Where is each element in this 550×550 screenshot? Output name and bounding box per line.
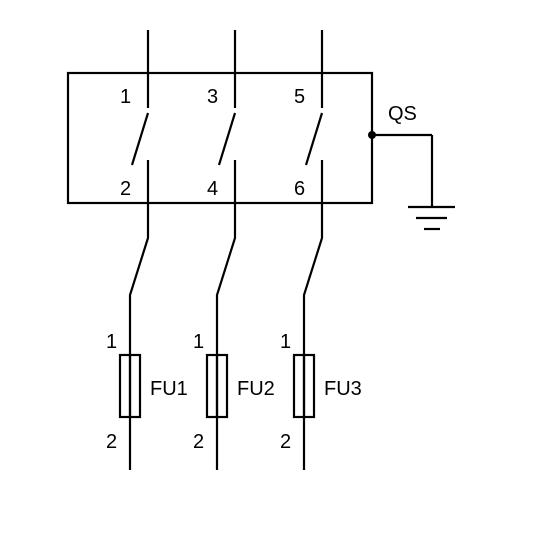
link-phase-1: [130, 203, 148, 355]
fuse-term-bot-2: 2: [193, 431, 204, 453]
link-phase-3: [304, 203, 322, 355]
fuse-label-2: FU2: [237, 378, 275, 400]
switch-blade-1: [132, 113, 148, 165]
fuse-term-top-3: 1: [280, 331, 291, 353]
switch-blade-3: [306, 113, 322, 165]
switch-term-bot-2: 4: [207, 178, 218, 200]
switch-enclosure: [68, 73, 372, 203]
switch-term-top-2: 3: [207, 86, 218, 108]
link-phase-2: [217, 203, 235, 355]
switch-label: QS: [388, 103, 417, 125]
fuse-term-bot-3: 2: [280, 431, 291, 453]
circuit-diagram: QS 1 2 3 4 5 6 1 2 FU1 1 2 FU2 1 2 FU3: [0, 0, 550, 550]
fuse-term-top-2: 1: [193, 331, 204, 353]
fuse-label-1: FU1: [150, 378, 188, 400]
switch-term-top-1: 1: [120, 86, 131, 108]
switch-blade-2: [219, 113, 235, 165]
fuse-label-3: FU3: [324, 378, 362, 400]
switch-term-bot-1: 2: [120, 178, 131, 200]
fuse-term-top-1: 1: [106, 331, 117, 353]
switch-term-top-3: 5: [294, 86, 305, 108]
ground-junction-node: [368, 131, 376, 139]
fuse-term-bot-1: 2: [106, 431, 117, 453]
switch-term-bot-3: 6: [294, 178, 305, 200]
